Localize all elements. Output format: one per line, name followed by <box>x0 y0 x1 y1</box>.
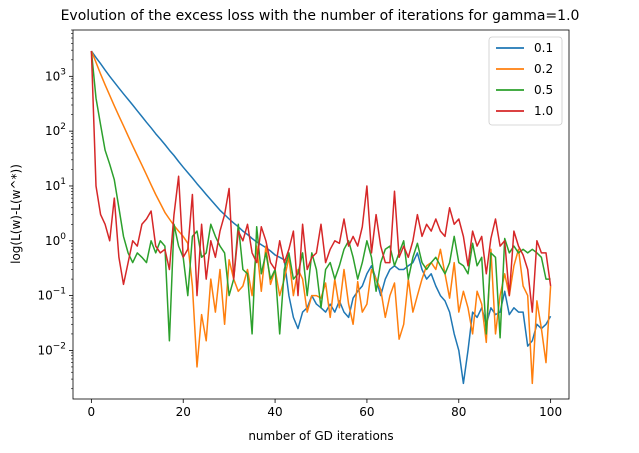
x-tick-label-100: 100 <box>539 405 562 419</box>
y-tick-label-4: 102 <box>45 122 66 138</box>
series-layer <box>90 50 552 385</box>
series-line-0.5 <box>90 50 551 342</box>
x-axis-label: number of GD iterations <box>248 429 393 443</box>
legend-label-0.1: 0.1 <box>534 41 553 55</box>
legend-label-0.5: 0.5 <box>534 83 553 97</box>
series-line-1.0 <box>90 50 552 313</box>
y-tick-label-3: 101 <box>45 177 66 193</box>
legend-box <box>488 36 563 126</box>
y-tick-label-1: 10−1 <box>37 287 66 303</box>
y-tick-label-0: 10−2 <box>37 341 66 357</box>
y-tick-label-2: 100 <box>45 232 66 248</box>
legend: 0.1 0.2 0.5 1.0 <box>488 36 563 126</box>
x-axis: 0 20 40 60 80 100 <box>88 399 562 419</box>
series-line-0.2 <box>90 50 552 385</box>
x-tick-label-0: 0 <box>88 405 96 419</box>
legend-label-0.2: 0.2 <box>534 62 553 76</box>
x-tick-label-60: 60 <box>359 405 374 419</box>
chart-title: Evolution of the excess loss with the nu… <box>61 8 580 24</box>
y-tick-label-5: 103 <box>45 67 66 83</box>
y-axis-label: log(L(w)-L(w^*)) <box>9 164 23 264</box>
x-tick-label-80: 80 <box>451 405 466 419</box>
legend-label-1.0: 1.0 <box>534 104 553 118</box>
x-tick-label-20: 20 <box>176 405 191 419</box>
y-axis: 10−2 10−1 100 101 102 103 <box>37 29 73 390</box>
x-tick-label-40: 40 <box>267 405 282 419</box>
